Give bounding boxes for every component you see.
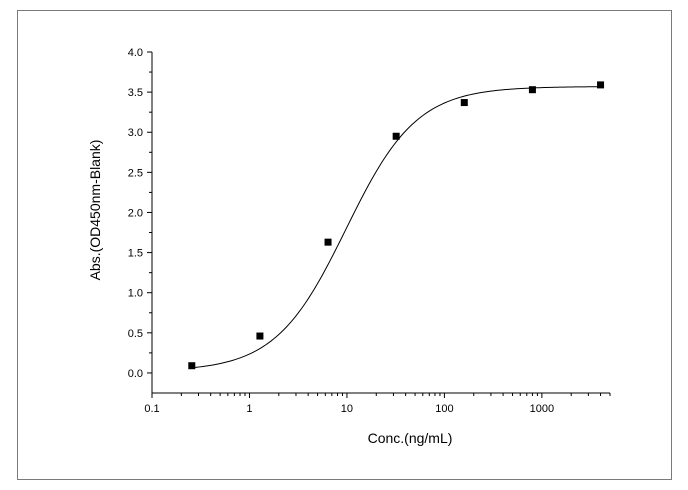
data-point [188, 362, 196, 370]
data-point [392, 132, 400, 140]
x-tick-label: 10 [341, 403, 353, 415]
data-point [324, 238, 332, 246]
plot-axes: 0.0 0.5 1.0 1.5 2.0 2.5 3.0 3.5 4.0 0.1 1 10 100 1000 [128, 47, 611, 415]
y-tick-label: 2.5 [128, 167, 143, 179]
data-point [528, 86, 536, 94]
data-point [597, 81, 605, 89]
y-tick-label: 0.0 [128, 368, 143, 380]
chart-frame [17, 10, 672, 480]
y-axis-title: Abs.(OD450nm-Blank) [87, 140, 103, 281]
fit-curve-layer [191, 86, 601, 369]
y-tick-label: 3.0 [128, 127, 143, 139]
y-tick-label: 3.5 [128, 87, 143, 99]
data-point [460, 99, 468, 107]
y-tick-label: 2.0 [128, 207, 143, 219]
fit-curve [191, 86, 601, 369]
data-points-layer [188, 81, 605, 370]
data-point [256, 332, 264, 340]
x-tick-label: 1000 [530, 403, 554, 415]
y-tick-label: 1.5 [128, 248, 143, 260]
x-tick-label: 1 [246, 403, 252, 415]
y-tick-label: 1.0 [128, 288, 143, 300]
y-tick-label: 4.0 [128, 47, 143, 59]
x-tick-label: 100 [435, 403, 453, 415]
x-tick-label: 0.1 [144, 403, 159, 415]
y-tick-label: 0.5 [128, 328, 143, 340]
x-axis-title: Conc.(ng/mL) [368, 430, 453, 446]
